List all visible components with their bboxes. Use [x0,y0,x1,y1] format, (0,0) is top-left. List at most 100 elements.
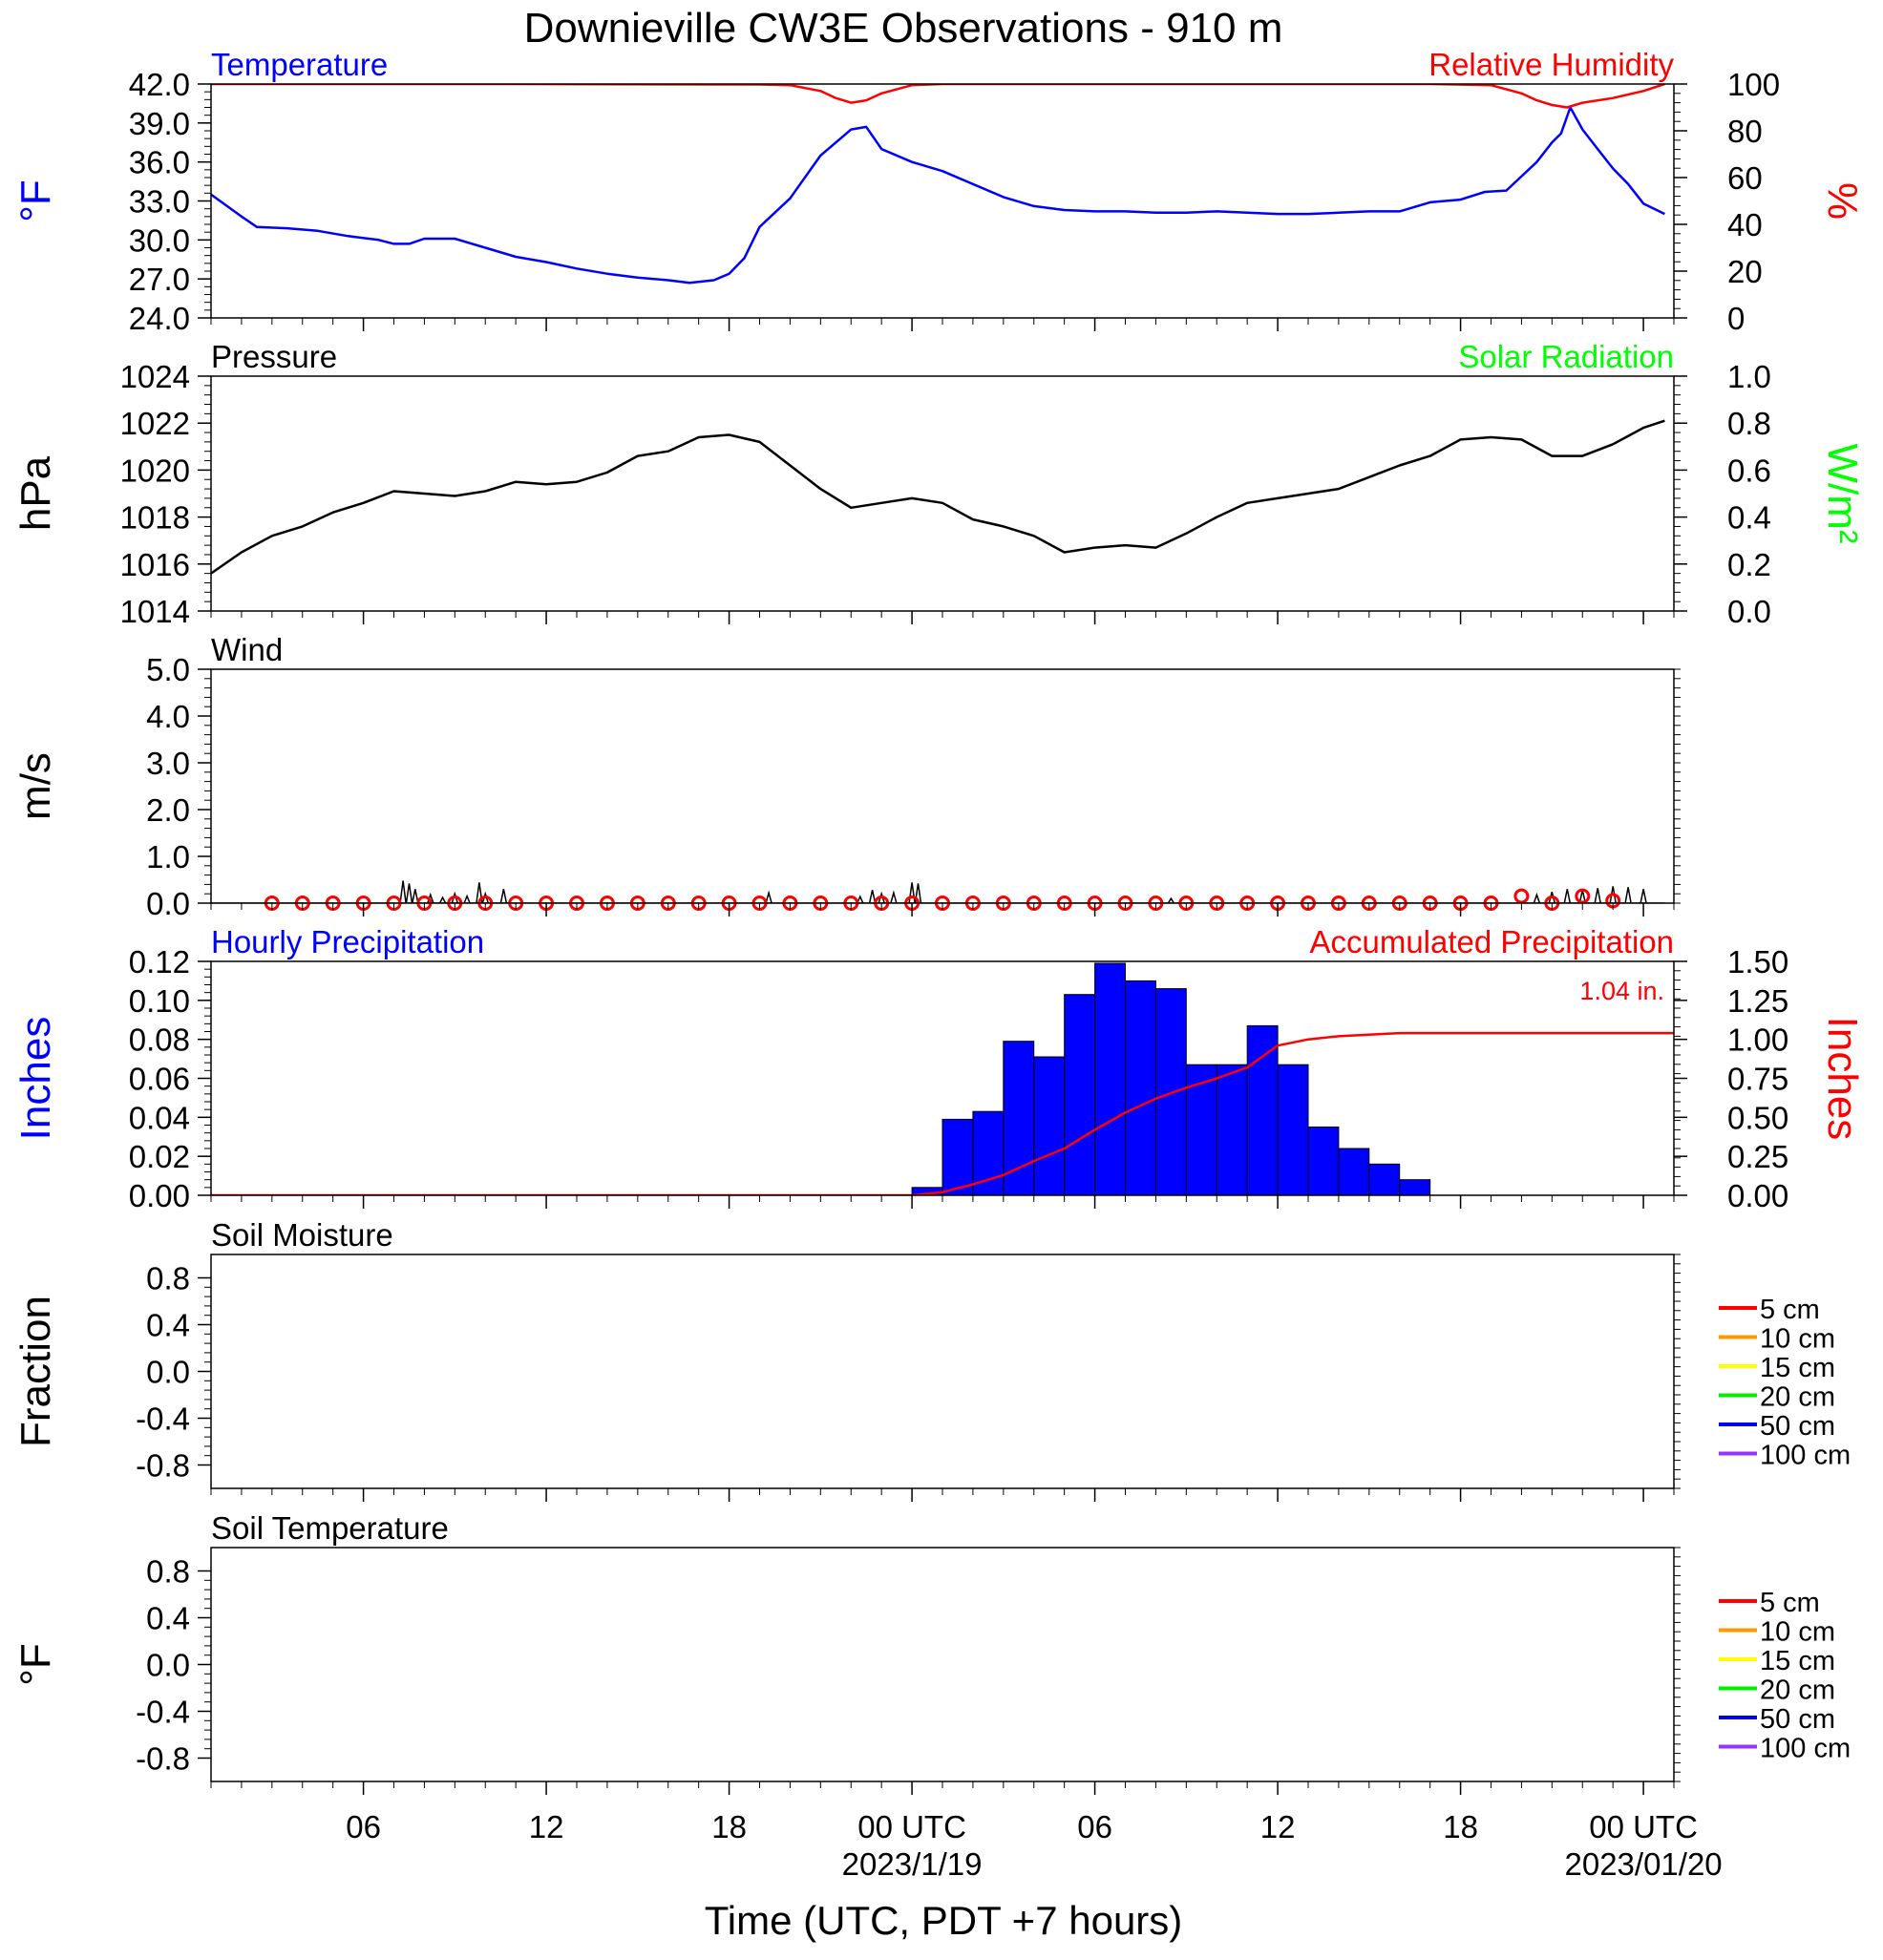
y-tick-label-right: 1.0 [1727,359,1771,394]
x-tick-label: 00 UTC [857,1809,966,1844]
precip-bar [1338,1148,1370,1195]
legend-label: 10 cm [1760,1617,1835,1648]
legend-label: 20 cm [1760,1382,1835,1413]
humidity-line [211,84,1665,109]
panel-title-right: Relative Humidity [1428,47,1674,82]
precip-bar [1125,980,1156,1195]
precip-bar [1216,1064,1248,1195]
y-tick-label-left: 1.0 [146,839,190,875]
accumulated-total-label: 1.04 in. [1579,977,1664,1005]
legend-label: 50 cm [1760,1704,1835,1735]
y-axis-label-left: Fraction [12,1296,59,1447]
plot-area [211,962,1674,1195]
y-tick-label-left: 0.10 [129,983,190,1019]
legend-label: 15 cm [1760,1353,1835,1383]
y-tick-label-left: 0.12 [129,944,190,980]
x-date-label: 2023/1/19 [842,1846,983,1882]
x-tick-label: 12 [1260,1809,1296,1844]
y-tick-label-left: -0.4 [136,1402,190,1437]
precip-bar [1307,1127,1340,1195]
y-tick-label-left: 0.4 [146,1601,190,1636]
y-tick-label-left: 0.02 [129,1139,190,1174]
precip-bar [1246,1024,1279,1195]
legend-label: 100 cm [1760,1734,1851,1764]
y-axis-label-left: Inches [12,1017,59,1141]
y-tick-label-left: 0.00 [129,1178,190,1213]
x-date-label: 2023/01/20 [1564,1846,1722,1882]
y-tick-label-left: 1014 [120,594,190,629]
y-tick-label-left: 30.0 [129,222,190,258]
precip-bar [1064,994,1096,1195]
legend-label: 50 cm [1760,1411,1835,1442]
y-tick-label-right: 20 [1727,254,1763,289]
y-tick-label-right: 1.25 [1727,983,1788,1019]
legend-label: 20 cm [1760,1675,1835,1706]
legend-label: 15 cm [1760,1646,1835,1676]
y-tick-label-right: 0.2 [1727,547,1771,582]
temperature-line [211,106,1665,285]
y-tick-label-left: 1016 [120,547,190,582]
y-tick-label-right: 1.50 [1727,944,1788,980]
panel-soil-moisture: 0.8 0.4 0.0 -0.4 -0.8 Soil Moisture Fraction 5 … [12,1217,1851,1502]
y-tick-label-left: 1018 [120,500,190,536]
y-tick-label-left: 0.08 [129,1022,190,1058]
plot-area [211,84,1665,285]
legend-label: 10 cm [1760,1324,1835,1355]
panel-pressure-solar: 1024 1022 1020 1018 1016 1014 1.0 0.8 0.6 0.4 0.2 0… [12,339,1866,629]
pressure-line [211,419,1665,575]
y-tick-label-left: 0.04 [129,1100,190,1135]
y-tick-label-left: 0.4 [146,1308,190,1343]
precip-bar [1033,1056,1066,1195]
y-tick-label-right: 80 [1727,114,1763,149]
y-tick-label-right: 0.8 [1727,406,1771,441]
y-tick-label-left: 1022 [120,406,190,441]
y-tick-label-right: 0.4 [1727,500,1771,536]
wind-speed-line [399,880,1647,903]
y-tick-label-left: 0.0 [146,1355,190,1390]
precip-bar [1399,1179,1431,1195]
panel-temperature-humidity: 42.0 39.0 36.0 33.030.0 27.0 24.0 100 80 60 40 20 0… [12,47,1866,336]
wind-gust-marker [1575,888,1591,904]
y-axis-label-right: % [1819,182,1866,220]
panel-title-left: Temperature [211,47,388,82]
panel-title-left: Soil Moisture [211,1217,393,1253]
y-axis-label-right: W/m² [1819,443,1866,543]
y-axis-label-left: °F [12,179,59,221]
y-tick-label-left: 42.0 [129,67,190,102]
plot-area [211,419,1665,575]
y-tick-label-right: 0.75 [1727,1062,1788,1097]
x-tick-label: 18 [711,1809,747,1844]
legend-label: 5 cm [1760,1295,1820,1325]
y-tick-label-left: 2.0 [146,792,190,828]
figure-title: Downieville CW3E Observations - 910 m [524,5,1283,52]
x-tick-label: 18 [1443,1809,1478,1844]
y-axis-label-left: hPa [12,455,59,531]
y-tick-label-left: 3.0 [146,746,190,781]
precip-bar [1368,1163,1401,1195]
y-tick-label-right: 0.6 [1727,453,1771,488]
y-tick-label-left: -0.4 [136,1695,190,1730]
y-tick-label-left: 0.8 [146,1261,190,1296]
y-tick-label-right: 0.25 [1727,1139,1788,1174]
panel-title-left: Hourly Precipitation [211,924,484,959]
y-tick-label-right: 0 [1727,301,1745,336]
legend-label: 5 cm [1760,1588,1820,1618]
y-tick-label-left: -0.8 [136,1741,190,1777]
panel-wind: 5.0 4.0 3.0 2.0 1.0 0.0 Wind m/s [12,632,1681,921]
y-tick-label-right: 100 [1727,67,1780,102]
x-tick-label: 06 [1077,1809,1112,1844]
y-tick-label-left: 1024 [120,359,190,394]
accumulated-precip-line [211,1031,1674,1195]
panel-title-left: Pressure [211,339,337,374]
x-axis-label: Time (UTC, PDT +7 hours) [705,1898,1183,1943]
y-tick-label-left: 0.06 [129,1062,190,1097]
y-tick-label-left: 0.8 [146,1554,190,1590]
precip-bar [1277,1064,1309,1195]
panel-title-left: Wind [211,632,283,667]
y-tick-label-right: 0.00 [1727,1178,1788,1213]
panel-title-right: Accumulated Precipitation [1309,924,1674,959]
